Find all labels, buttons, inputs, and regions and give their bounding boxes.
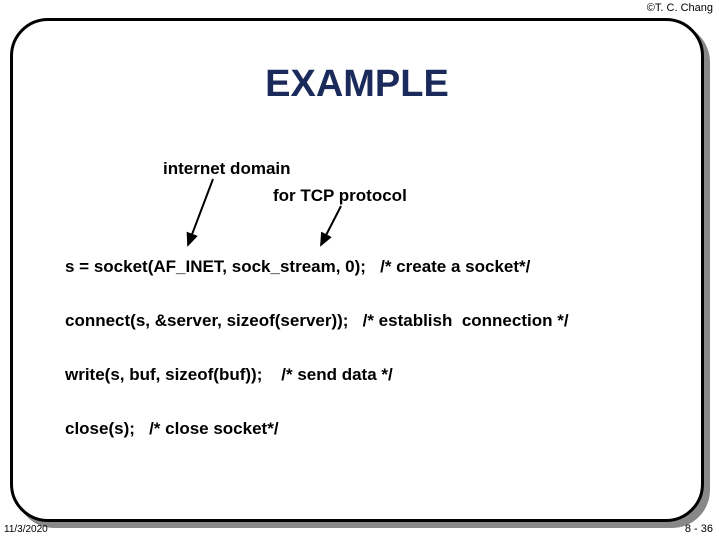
label-tcp-protocol: for TCP protocol xyxy=(273,186,407,206)
code-close: close(s); /* close socket*/ xyxy=(65,419,279,439)
footer-date: 11/3/2020 xyxy=(4,524,48,535)
code-write: write(s, buf, sizeof(buf)); /* send data… xyxy=(65,365,393,385)
arrow-tcp-protocol xyxy=(321,206,341,245)
footer-page-number: 8 - 36 xyxy=(685,523,713,535)
copyright-text: ©T. C. Chang xyxy=(647,2,713,14)
code-socket-create: s = socket(AF_INET, sock_stream, 0); /* … xyxy=(65,257,530,277)
code-connect: connect(s, &server, sizeof(server)); /* … xyxy=(65,311,569,331)
label-internet-domain: internet domain xyxy=(163,159,291,179)
slide-title: EXAMPLE xyxy=(13,63,701,106)
arrow-internet-domain xyxy=(188,179,213,245)
slide-frame: EXAMPLE internet domain for TCP protocol… xyxy=(10,18,704,522)
